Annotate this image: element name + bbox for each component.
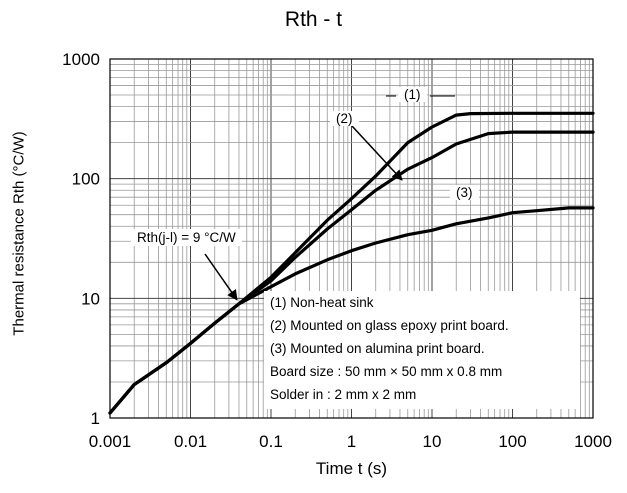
annotation-arrow-rth: [204, 253, 238, 301]
series-label-3: (3): [450, 185, 479, 200]
arrows: [204, 95, 455, 301]
plot-frame: [109, 58, 594, 419]
series-label-2: (2): [330, 111, 359, 126]
x-tick-label: 0.1: [259, 432, 283, 451]
x-tick-label: 0.001: [89, 432, 132, 451]
x-tick-label: 10: [423, 432, 442, 451]
legend-note-5: Solder in : 2 mm x 2 mm: [270, 387, 417, 402]
series-label-1: (1): [398, 87, 427, 102]
legend-note-2: (2) Mounted on glass epoxy print board.: [270, 318, 509, 333]
chart-title: Rth - t: [284, 8, 343, 31]
annotation-rth: Rth(j-l) = 9 °C/W: [131, 229, 242, 246]
tick-labels: 0.001 0.01 0.1 1 10 100 1000 1 10 100 1000: [62, 50, 612, 451]
y-tick-label: 1: [91, 409, 100, 428]
x-tick-label: 1: [347, 432, 356, 451]
x-tick-label: 0.01: [174, 432, 207, 451]
y-tick-label: 1000: [62, 50, 100, 69]
legend-box: [264, 291, 580, 409]
legend-note-3: (3) Mounted on alumina print board.: [270, 341, 485, 356]
curves: [108, 111, 595, 415]
annotation-arrow-series-2: [351, 125, 403, 181]
x-tick-label: 1000: [574, 432, 612, 451]
legend-note-1: (1) Non-heat sink: [270, 295, 374, 310]
x-tick-label: 100: [498, 432, 526, 451]
legend-note-4: Board size : 50 mm × 50 mm x 0.8 mm: [270, 364, 503, 379]
series-line-3: [108, 206, 595, 415]
x-axis-label: Time t (s): [315, 459, 388, 478]
y-tick-label: 10: [81, 289, 100, 308]
y-axis-label: Thermal resistance Rth (°C/W): [10, 131, 28, 336]
y-tick-label: 100: [72, 170, 100, 189]
